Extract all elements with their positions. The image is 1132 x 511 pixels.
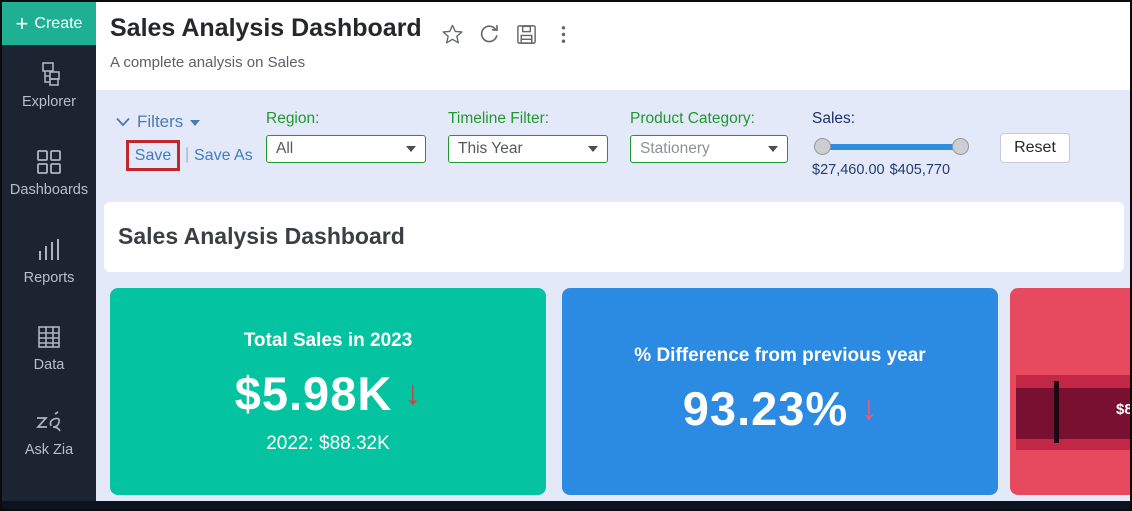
kpi-card-title: Total Sales in 2023 xyxy=(243,330,413,351)
filters-toggle[interactable]: Filters xyxy=(116,112,201,132)
region-filter-value: All xyxy=(276,140,294,157)
reset-button[interactable]: Reset xyxy=(1000,133,1070,163)
bullet-chart-value-label: $8 xyxy=(1116,401,1132,418)
caret-down-icon xyxy=(588,146,598,152)
create-button[interactable]: + Create xyxy=(2,2,96,45)
sidebar-item-label: Reports xyxy=(23,270,75,286)
kpi-comparison: 2022: $88.32K xyxy=(266,433,390,454)
refresh-icon[interactable] xyxy=(477,22,501,46)
kebab-menu-icon[interactable] xyxy=(551,22,575,46)
filter-field-sales: Sales: $27,460.00 $405,770 xyxy=(812,110,982,178)
slider-values: $27,460.00 $405,770 xyxy=(812,162,982,178)
ask-zia-icon xyxy=(34,410,64,436)
sidebar-item-ask-zia[interactable]: Ask Zia xyxy=(2,410,96,458)
save-filters-link[interactable]: Save xyxy=(134,146,172,164)
sidebar-item-dashboards[interactable]: Dashboards xyxy=(2,148,96,198)
kpi-card-total-sales: Total Sales in 2023 $5.98K ↓ 2022: $88.3… xyxy=(110,288,546,495)
explorer-icon xyxy=(35,60,63,88)
save-icon[interactable] xyxy=(514,22,538,46)
trend-down-arrow-icon: ↓ xyxy=(860,389,878,427)
star-icon[interactable] xyxy=(440,22,464,46)
slider-min-handle[interactable] xyxy=(814,138,831,155)
save-as-filters-link[interactable]: Save As xyxy=(194,147,253,164)
save-highlight-annotation: Save xyxy=(126,140,180,171)
slider-min-value: $27,460.00 xyxy=(812,162,885,178)
sidebar-item-data[interactable]: Data xyxy=(2,323,96,373)
bullet-chart-inner-band xyxy=(1016,388,1132,439)
plus-icon: + xyxy=(15,10,29,36)
sidebar-item-reports[interactable]: Reports xyxy=(2,236,96,286)
create-button-label: Create xyxy=(34,14,83,32)
caret-down-icon xyxy=(768,146,778,152)
filter-field-product-category: Product Category: Stationery xyxy=(630,110,788,163)
filter-field-timeline: Timeline Filter: This Year xyxy=(448,110,608,163)
sidebar: + Create Explorer xyxy=(2,2,96,502)
reports-icon xyxy=(35,236,63,264)
link-divider: | xyxy=(185,146,190,163)
bottom-window-bar xyxy=(2,501,1130,509)
page-subtitle: A complete analysis on Sales xyxy=(110,54,306,71)
kpi-card-title: % Difference from previous year xyxy=(634,345,926,366)
region-filter-label: Region: xyxy=(266,110,320,127)
kpi-value-row: $5.98K ↓ xyxy=(235,366,422,421)
filter-bar: Filters Save | Save As Region: All Timel… xyxy=(96,90,1130,202)
kpi-value: 93.23% xyxy=(682,382,849,435)
header: Sales Analysis Dashboard A complete anal… xyxy=(96,2,1130,90)
sales-filter-label: Sales: xyxy=(812,110,856,127)
product-category-filter-label: Product Category: xyxy=(630,110,755,127)
trend-down-arrow-icon: ↓ xyxy=(404,374,422,412)
page-title: Sales Analysis Dashboard xyxy=(110,14,422,42)
caret-down-icon xyxy=(406,146,416,152)
slider-track[interactable] xyxy=(820,144,963,150)
kpi-card-bullet-chart: $8 xyxy=(1010,288,1132,495)
sidebar-item-label: Dashboards xyxy=(9,182,89,198)
kpi-value-row: 93.23% ↓ xyxy=(683,381,877,436)
bullet-chart-target-marker xyxy=(1054,381,1059,443)
kpi-card-percent-difference: % Difference from previous year 93.23% ↓ xyxy=(562,288,998,495)
kpi-value: $5.98K xyxy=(234,367,393,420)
filter-field-region: Region: All xyxy=(266,110,426,163)
slider-max-handle[interactable] xyxy=(952,138,969,155)
caret-down-icon xyxy=(190,120,201,126)
timeline-filter-label: Timeline Filter: xyxy=(448,110,550,127)
sidebar-item-label: Explorer xyxy=(22,94,76,110)
timeline-filter-value: This Year xyxy=(458,140,523,157)
filters-label: Filters xyxy=(137,112,184,131)
product-category-filter-value: Stationery xyxy=(640,140,710,157)
chevron-down-icon xyxy=(116,117,130,127)
dashboard-heading: Sales Analysis Dashboard xyxy=(118,223,405,249)
header-toolbar xyxy=(440,22,575,46)
sidebar-item-explorer[interactable]: Explorer xyxy=(2,60,96,110)
sidebar-item-label: Ask Zia xyxy=(24,442,74,458)
sidebar-item-label: Data xyxy=(33,357,65,373)
sales-range-slider[interactable] xyxy=(814,138,969,156)
dashboard-title-banner: Sales Analysis Dashboard xyxy=(104,202,1124,272)
dashboards-icon xyxy=(35,148,63,176)
data-icon xyxy=(35,323,63,351)
product-category-filter-select[interactable]: Stationery xyxy=(630,135,788,163)
region-filter-select[interactable]: All xyxy=(266,135,426,163)
slider-max-value: $405,770 xyxy=(889,162,951,178)
timeline-filter-select[interactable]: This Year xyxy=(448,135,608,163)
